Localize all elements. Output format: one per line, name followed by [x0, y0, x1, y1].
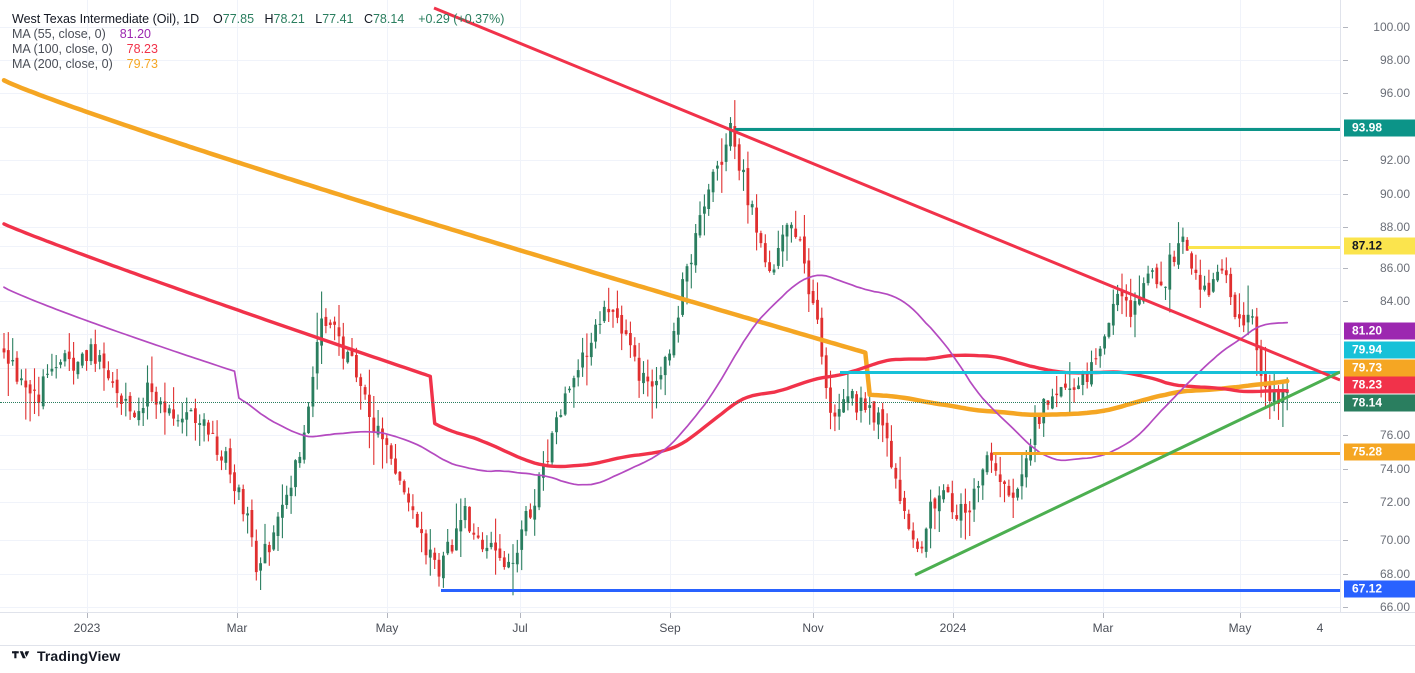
ma-200-value: 79.73: [126, 57, 158, 71]
price-tick: 100.00: [1373, 20, 1410, 34]
ma-200-line: [1, 78, 1290, 418]
legend-ma-200-row[interactable]: MA (200, close, 0) 79.73: [12, 57, 504, 72]
ma-100-label: MA (100, close, 0): [12, 42, 113, 56]
time-tick: 2023: [73, 621, 101, 635]
low-label: L: [315, 12, 323, 26]
time-tick: Nov: [802, 621, 824, 635]
price-badge-87-12[interactable]: 87.12: [1344, 237, 1415, 255]
level-line-87-12[interactable]: [1188, 246, 1340, 249]
time-tick: Mar: [1092, 621, 1114, 635]
gridline-vertical: [1103, 0, 1104, 612]
high-label: H: [264, 12, 274, 26]
price-axis[interactable]: 100.00 98.00 96.00 92.00 90.00 88.00 86.…: [1340, 0, 1415, 614]
level-line-93-98[interactable]: [735, 128, 1340, 131]
symbol-label[interactable]: West Texas Intermediate (Oil), 1D: [12, 12, 200, 26]
price-badge-93-98[interactable]: 93.98: [1344, 119, 1415, 137]
tradingview-logo-icon: [12, 651, 30, 659]
price-badge-79-94[interactable]: 79.94: [1344, 341, 1415, 359]
legend-ma-55-row[interactable]: MA (55, close, 0) 81.20: [12, 27, 504, 42]
level-line-79-94[interactable]: [840, 371, 1340, 374]
legend-ohlc-row[interactable]: West Texas Intermediate (Oil), 1D O77.85…: [12, 12, 504, 27]
ma-100-value: 78.23: [126, 42, 158, 56]
price-badge-79-73[interactable]: 79.73: [1344, 359, 1415, 377]
price-badge-67-12[interactable]: 67.12: [1344, 580, 1415, 598]
price-tick: 84.00: [1379, 294, 1410, 308]
close-label: C: [363, 12, 373, 26]
time-tick-last: 4: [1316, 621, 1324, 635]
price-tick: 70.00: [1379, 533, 1410, 547]
ascending-support-trendline[interactable]: [914, 370, 1340, 577]
close-value: 78.14: [372, 12, 405, 26]
gridline-vertical: [813, 0, 814, 612]
price-tick: 92.00: [1379, 153, 1410, 167]
high-value: 78.21: [273, 12, 305, 26]
price-tick: 74.00: [1379, 462, 1410, 476]
time-tick: 2024: [939, 621, 967, 635]
gridline-vertical: [237, 0, 238, 612]
price-badge-75-28[interactable]: 75.28: [1344, 443, 1415, 461]
ma-55-value: 81.20: [119, 27, 151, 41]
time-tick: Sep: [659, 621, 681, 635]
price-tick: 68.00: [1379, 567, 1410, 581]
open-label: O: [213, 12, 223, 26]
low-value: 77.41: [322, 12, 354, 26]
ma-55-label: MA (55, close, 0): [12, 27, 106, 41]
descending-resistance-trendline[interactable]: [433, 6, 1340, 382]
gridline-vertical: [87, 0, 88, 612]
time-tick: Jul: [512, 621, 528, 635]
price-tick: 98.00: [1379, 53, 1410, 67]
price-badge-81-20[interactable]: 81.20: [1344, 322, 1415, 340]
brand-label: TradingView: [37, 648, 121, 664]
change-value: +0.29 (+0.37%): [418, 12, 505, 26]
ma-200-label: MA (200, close, 0): [12, 57, 113, 71]
legend-ma-100-row[interactable]: MA (100, close, 0) 78.23: [12, 42, 504, 57]
gridline-vertical: [953, 0, 954, 612]
time-tick: May: [375, 621, 399, 635]
price-tick: 88.00: [1379, 220, 1410, 234]
price-tick: 86.00: [1379, 261, 1410, 275]
gridline-vertical: [387, 0, 388, 612]
price-badge-78-23[interactable]: 78.23: [1344, 376, 1415, 394]
chart-legend: West Texas Intermediate (Oil), 1D O77.85…: [12, 12, 504, 72]
price-tick: 90.00: [1379, 187, 1410, 201]
price-tick: 76.00: [1379, 428, 1410, 442]
current-price-line: [0, 402, 1340, 403]
time-tick: Mar: [226, 621, 248, 635]
price-tick: 66.00: [1379, 600, 1410, 614]
price-badge-78-14[interactable]: 78.14: [1344, 394, 1415, 412]
price-tick: 72.00: [1379, 495, 1410, 509]
gridline-vertical: [670, 0, 671, 612]
candlestick-series: [1, 78, 1290, 596]
gridline-vertical: [1240, 0, 1241, 612]
drawing-overlay[interactable]: [0, 0, 1340, 612]
time-axis[interactable]: 2023 Mar May Jul Sep Nov 2024 Mar May 4: [0, 612, 1415, 646]
time-tick: May: [1228, 621, 1252, 635]
level-line-67-12[interactable]: [441, 589, 1340, 592]
price-plot-area[interactable]: [0, 0, 1340, 612]
ma-55-line: [3, 274, 1289, 486]
gridline-vertical: [520, 0, 521, 612]
open-value: 77.85: [222, 12, 255, 26]
footer-branding[interactable]: TradingView: [12, 648, 120, 664]
price-tick: 96.00: [1379, 86, 1410, 100]
